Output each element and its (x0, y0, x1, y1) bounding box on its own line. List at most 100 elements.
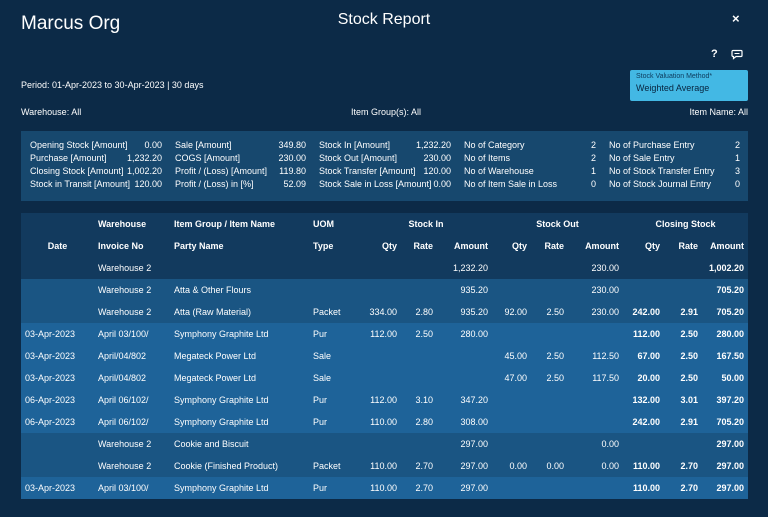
table-row[interactable]: 06-Apr-2023 April 06/102/Symphony Graphit… (21, 411, 749, 433)
table-row[interactable]: 03-Apr-2023 April/04/802 Megateck Power Lt… (21, 345, 749, 367)
summary-item: Stock Out [Amount] 230.00 (319, 152, 451, 165)
cell-out-rate (531, 433, 568, 455)
stock-table: Warehouse Item Group / Item Name UOM Sto… (21, 213, 749, 499)
summary-value: 0 (590, 179, 596, 189)
cell-closing-qty (623, 433, 664, 455)
cell-out-qty (492, 323, 531, 345)
header-stock-out: Stock Out (536, 219, 579, 229)
summary-item: Stock In [Amount] 1,232.20 (319, 139, 451, 152)
cell-out-qty: 92.00 (504, 307, 528, 317)
org-name: Marcus Org (21, 13, 121, 34)
cell-in-amount: 280.00 (460, 329, 489, 339)
cell-invoice-no: Warehouse 2 (98, 285, 152, 295)
cell-party-name: Cookie (Finished Product) (174, 461, 279, 471)
cell-date: 03-Apr-2023 (25, 351, 76, 361)
table-row[interactable]: 03-Apr-2023 April 03/100/Symphony Graphit… (21, 323, 749, 345)
summary-value: 230.00 (278, 153, 306, 163)
summary-label: Opening Stock [Amount] (30, 140, 128, 150)
cell-in-qty (360, 345, 401, 367)
cell-in-qty (360, 433, 401, 455)
cell-out-rate (531, 389, 568, 411)
cell-invoice-no: Warehouse 2 (98, 439, 152, 449)
cell-out-rate: 2.50 (546, 307, 565, 317)
summary-item: Stock Sale in Loss [Amount] 0.00 (319, 178, 451, 191)
summary-item: Sale [Amount] 349.80 (175, 139, 306, 152)
cell-out-amount (568, 411, 623, 433)
table-row[interactable]: Warehouse 2 Atta & Other Flours 935.20 230.… (21, 279, 749, 301)
table-row[interactable]: Warehouse 2 Cookie and Biscuit 297.00 0.00 2… (21, 433, 749, 455)
chat-icon[interactable] (731, 48, 743, 60)
summary-item: No of Category 2 (464, 139, 596, 152)
table-row[interactable]: Warehouse 2 Cookie (Finished Product) Pack… (21, 455, 749, 477)
cell-type: Pur (313, 417, 328, 427)
summary-item: No of Items 2 (464, 152, 596, 165)
cell-in-rate: 2.50 (415, 329, 433, 339)
summary-label: Stock Sale in Loss [Amount] (319, 179, 432, 189)
table-row[interactable]: 03-Apr-2023 April/04/802 Megateck Power Lt… (21, 367, 749, 389)
summary-label: No of Items (464, 153, 511, 163)
summary-value: 2 (734, 140, 740, 150)
cell-out-rate (531, 477, 568, 499)
summary-value: 52.09 (283, 179, 306, 189)
cell-out-qty: 0.00 (509, 461, 528, 471)
cell-closing-amount: 50.00 (721, 373, 745, 383)
cell-invoice-no: Warehouse 2 (98, 263, 152, 273)
summary-label: Profit / (Loss) [Amount] (175, 166, 268, 176)
summary-value: 0 (734, 179, 740, 189)
cell-closing-amount: 280.00 (716, 329, 745, 339)
cell-closing-rate: 2.50 (680, 329, 699, 339)
header-out-amount: Amount (585, 241, 620, 251)
cell-in-qty (360, 257, 401, 279)
cell-in-amount: 935.20 (460, 285, 489, 295)
cell-type (309, 279, 360, 301)
header-out-rate: Rate (544, 241, 565, 251)
cell-date (21, 279, 94, 301)
cell-out-qty (492, 279, 531, 301)
cell-date (21, 257, 94, 279)
cell-out-amount: 117.50 (592, 373, 620, 383)
cell-date: 03-Apr-2023 (25, 373, 76, 383)
summary-label: No of Purchase Entry (609, 140, 695, 150)
cell-in-rate (401, 433, 437, 455)
cell-out-qty (492, 433, 531, 455)
cell-out-rate (531, 257, 568, 279)
summary-item: Stock in Transit [Amount] 120.00 (30, 178, 162, 191)
cell-closing-qty: 110.00 (633, 461, 661, 471)
cell-closing-qty: 132.00 (632, 395, 661, 405)
cell-in-rate: 2.80 (415, 307, 433, 317)
cell-in-qty: 110.00 (370, 417, 397, 427)
cell-party-name: Megateck Power Ltd (174, 351, 257, 361)
cell-closing-qty: 67.00 (637, 351, 661, 361)
cell-in-rate (401, 345, 437, 367)
cell-invoice-no: Warehouse 2 (98, 461, 152, 471)
cell-closing-qty (623, 279, 664, 301)
summary-value: 1,002.20 (126, 166, 162, 176)
table-row[interactable]: 06-Apr-2023 April 06/102/Symphony Graphit… (21, 389, 749, 411)
table-header-row-1: Warehouse Item Group / Item Name UOM Sto… (21, 213, 749, 235)
header-party-name: Party Name (174, 241, 224, 251)
cell-out-amount: 0.00 (601, 439, 620, 449)
cell-type: Packet (313, 461, 341, 471)
table-body: Warehouse 2 1,232.20 230.00 1,002.20 Warehou… (21, 257, 749, 499)
table-row[interactable]: Warehouse 2 Atta (Raw Material) Packet 334.… (21, 301, 749, 323)
summary-group-counts: No of Category 2 No of Items 2 No of Warehou… (464, 139, 596, 191)
cell-in-rate (401, 279, 437, 301)
cell-out-rate: 2.50 (546, 351, 565, 361)
cell-in-amount: 297.00 (460, 439, 489, 449)
summary-group-amounts: Opening Stock [Amount] 0.00 Purchase [Amou… (30, 139, 162, 191)
header-item-group: Item Group / Item Name (174, 219, 276, 229)
summary-value: 1,232.20 (126, 153, 162, 163)
cell-date (21, 455, 94, 477)
cell-date (21, 433, 94, 455)
table-row[interactable]: Warehouse 2 1,232.20 230.00 1,002.20 (21, 257, 749, 279)
cell-out-qty: 47.00 (504, 373, 528, 383)
summary-value: 230.00 (423, 153, 451, 163)
cell-out-amount (568, 389, 623, 411)
table-row[interactable]: 03-Apr-2023 April 03/100/Symphony Graphit… (21, 477, 749, 499)
cell-in-rate (401, 367, 437, 389)
summary-value: 120.00 (134, 179, 162, 189)
valuation-method-select[interactable]: Stock Valuation Method* Weighted Average (630, 70, 748, 101)
help-icon[interactable]: ? (711, 48, 718, 60)
close-icon[interactable]: × (732, 11, 740, 26)
summary-item: No of Stock Transfer Entry 3 (609, 165, 740, 178)
